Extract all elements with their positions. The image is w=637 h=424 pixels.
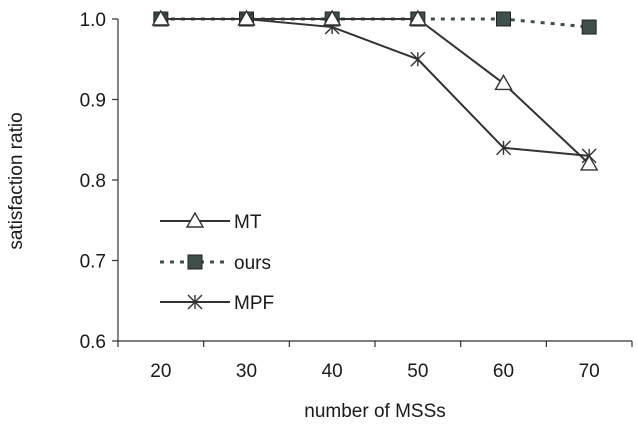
legend-item: MPF xyxy=(160,293,274,314)
y-tick-label: 0.7 xyxy=(80,252,106,273)
y-axis-label: satisfaction ratio xyxy=(6,112,27,249)
x-tick-label: 70 xyxy=(579,361,600,382)
series-layer xyxy=(151,9,599,171)
data-point xyxy=(581,19,597,35)
y-tick-label: 0.6 xyxy=(80,332,106,353)
series-mt xyxy=(151,9,599,171)
series-line xyxy=(160,18,590,165)
series-ours xyxy=(153,11,597,35)
y-tick-label: 0.8 xyxy=(80,171,106,192)
x-tick-label: 60 xyxy=(493,361,514,382)
y-tick-label: 1.0 xyxy=(80,10,106,31)
legend-marker xyxy=(187,294,203,310)
x-axis-label: number of MSSs xyxy=(304,401,446,422)
data-point xyxy=(496,140,511,156)
series-mpf xyxy=(153,11,597,164)
legend-label: ours xyxy=(234,253,271,274)
legend-item: ours xyxy=(160,253,271,274)
data-point xyxy=(410,51,426,67)
legend-label: MT xyxy=(234,212,262,233)
x-tick-label: 20 xyxy=(150,361,171,382)
x-tick-label: 30 xyxy=(236,361,257,382)
legend: MT ours MPF xyxy=(160,211,274,314)
series-line xyxy=(160,18,590,157)
data-point xyxy=(151,9,171,26)
x-tick-label: 50 xyxy=(407,361,428,382)
legend-item: MT xyxy=(160,211,262,233)
data-point xyxy=(494,73,513,91)
y-tick-label: 0.9 xyxy=(80,91,106,112)
legend-label: MPF xyxy=(234,293,274,314)
data-point xyxy=(237,9,256,26)
data-point xyxy=(496,11,511,27)
data-point xyxy=(579,154,599,171)
series-line xyxy=(160,17,590,29)
legend-marker xyxy=(185,211,205,228)
x-tick-label: 40 xyxy=(322,361,343,382)
data-point xyxy=(408,9,428,26)
legend-marker xyxy=(187,254,203,270)
axes: 0.6 0.7 0.8 0.9 1.0 20 30 40 50 60 70 xyxy=(80,10,633,382)
data-point xyxy=(322,9,342,26)
